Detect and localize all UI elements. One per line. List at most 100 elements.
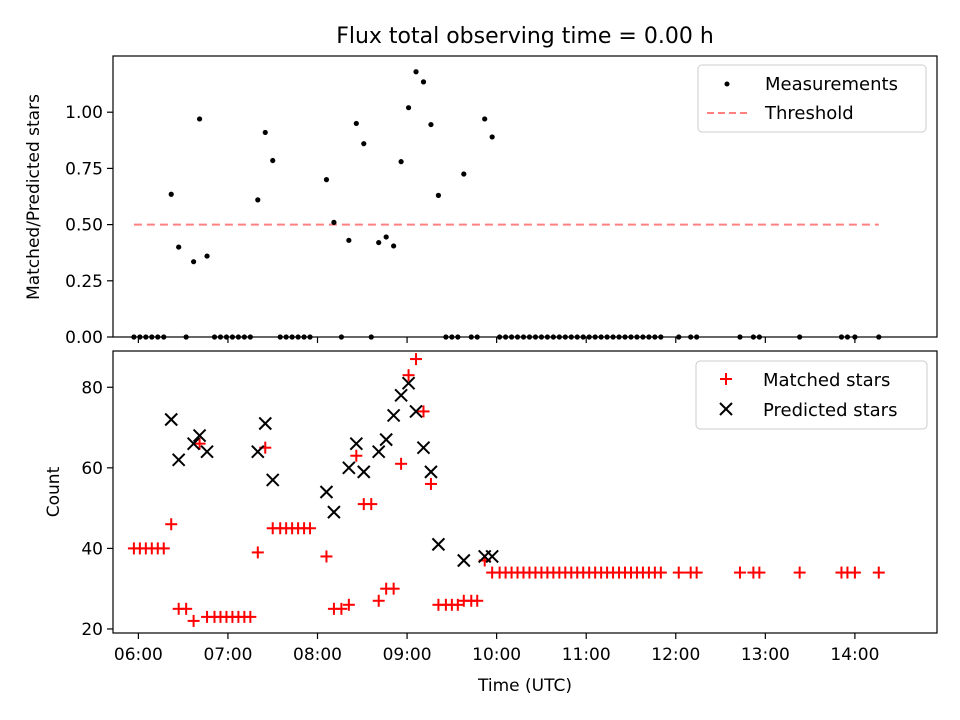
predicted-star-point xyxy=(327,505,341,519)
matched-star-point xyxy=(793,566,806,579)
count-plot-frame xyxy=(112,350,938,634)
predicted-star-point xyxy=(379,432,393,447)
measurement-point xyxy=(398,159,404,165)
count-x-ticks: 06:00 07:00 08:00 09:00 10:00 11:00 12:00 13:00… xyxy=(114,633,879,665)
count-x-tick-label: 09:00 xyxy=(383,645,432,665)
predicted-star-point xyxy=(192,428,207,443)
predicted-star-point xyxy=(251,445,265,459)
legend-threshold-label: Threshold xyxy=(764,103,854,124)
matched-star-point xyxy=(753,566,766,579)
measurement-point xyxy=(413,69,419,75)
count-marks xyxy=(127,353,885,627)
measurement-point xyxy=(376,239,382,246)
legend-measurements-label: Measurements xyxy=(765,74,898,95)
ratio-y-tick-label: 0.75 xyxy=(65,159,103,179)
matched-star-point xyxy=(335,602,348,615)
ratio-legend: Measurements Threshold xyxy=(697,64,927,133)
matched-star-point xyxy=(424,477,437,490)
measurement-point xyxy=(489,134,495,140)
predicted-star-point xyxy=(372,445,386,459)
ratio-y-ticks: 0.00 0.25 0.50 0.75 1.00 xyxy=(65,103,113,348)
predicted-star-point xyxy=(319,485,334,499)
ratio-y-tick-label: 0.00 xyxy=(65,328,103,348)
matched-star-point xyxy=(733,566,746,579)
count-x-tick-label: 06:00 xyxy=(114,645,163,665)
count-y-axis-label: Count xyxy=(44,466,64,517)
matched-star-point xyxy=(365,498,378,511)
count-x-axis-label: Time (UTC) xyxy=(477,676,572,696)
matched-star-point xyxy=(157,542,170,555)
matched-star-point xyxy=(402,369,415,382)
matched-star-point xyxy=(342,598,355,611)
measurement-point xyxy=(420,79,427,85)
matched-star-point xyxy=(654,566,667,579)
matched-star-point xyxy=(251,546,264,559)
matched-star-point xyxy=(180,602,193,615)
matched-star-point xyxy=(395,457,408,470)
predicted-star-point xyxy=(416,440,431,455)
count-x-tick-label: 07:00 xyxy=(203,645,252,665)
measurement-point xyxy=(168,191,174,197)
count-x-tick-label: 14:00 xyxy=(830,645,879,665)
chart-title: Flux total observing time = 0.00 h xyxy=(336,24,714,49)
count-legend-box xyxy=(695,360,928,430)
predicted-star-point xyxy=(349,436,364,451)
measurement-point xyxy=(482,116,488,122)
measurement-point xyxy=(435,192,442,198)
ratio-legend-box xyxy=(697,64,927,133)
ratio-y-tick-label: 1.00 xyxy=(65,103,103,123)
matched-star-point xyxy=(417,405,430,418)
ratio-y-tick-label: 0.25 xyxy=(65,272,103,292)
predicted-star-point xyxy=(431,537,446,552)
count-y-ticks: 20 40 60 80 xyxy=(81,378,113,640)
matched-star-point xyxy=(244,610,257,623)
matched-star-point xyxy=(304,522,317,535)
legend-measurement-marker xyxy=(724,81,730,87)
count-x-tick-label: 11:00 xyxy=(562,645,611,665)
predicted-star-point xyxy=(409,404,423,419)
predicted-star-point xyxy=(394,388,408,403)
measurement-point xyxy=(391,243,397,249)
measurement-point xyxy=(176,244,182,250)
ratio-y-tick-label: 0.50 xyxy=(65,216,103,236)
predicted-star-point xyxy=(342,461,356,475)
measurement-point xyxy=(255,197,261,203)
predicted-star-point xyxy=(171,453,186,467)
matched-star-point xyxy=(672,566,685,579)
predicted-star-point xyxy=(424,465,438,479)
measurement-point xyxy=(461,171,467,177)
ratio-panel: 0.00 0.25 0.50 0.75 1.00 Matched/Predicted s… xyxy=(24,55,938,348)
count-y-tick-label: 60 xyxy=(81,459,103,479)
predicted-star-point xyxy=(457,553,471,568)
matched-star-point xyxy=(872,566,885,579)
measurement-point xyxy=(262,129,268,136)
count-x-tick-label: 10:00 xyxy=(472,645,521,665)
measurement-point xyxy=(270,157,276,164)
measurement-point xyxy=(353,120,359,127)
count-x-tick-label: 13:00 xyxy=(741,645,790,665)
predicted-star-point xyxy=(266,473,280,487)
matched-star-point xyxy=(387,582,400,595)
matched-star-point xyxy=(193,437,206,450)
measurement-point xyxy=(346,237,352,243)
count-y-tick-label: 80 xyxy=(81,378,103,398)
legend-matched-label: Matched stars xyxy=(763,370,890,391)
count-y-tick-label: 20 xyxy=(81,620,103,640)
legend-matched-marker xyxy=(720,373,732,385)
matched-star-point xyxy=(165,518,178,531)
matched-star-point xyxy=(187,614,200,627)
matched-star-point xyxy=(320,550,333,563)
matched-star-point xyxy=(848,566,861,579)
predicted-star-point xyxy=(485,549,499,564)
measurement-point xyxy=(204,253,210,259)
predicted-star-point xyxy=(164,412,178,427)
measurement-point xyxy=(405,105,412,111)
measurement-point xyxy=(323,177,330,183)
count-y-tick-label: 40 xyxy=(81,539,103,559)
predicted-star-point xyxy=(200,445,214,459)
predicted-star-point xyxy=(386,408,401,423)
predicted-star-point xyxy=(258,416,272,431)
legend-predicted-label: Predicted stars xyxy=(763,400,897,421)
measurement-point xyxy=(383,234,389,240)
